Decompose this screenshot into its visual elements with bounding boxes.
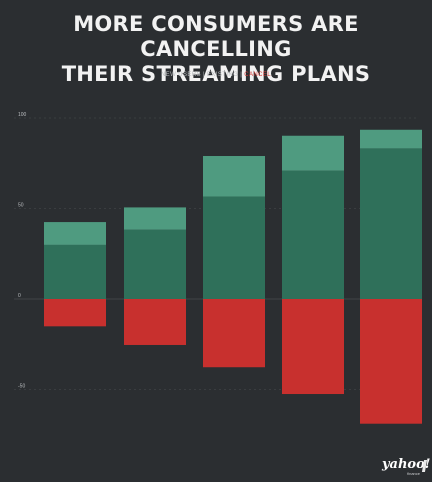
- bar-new-users-3: [282, 135, 344, 171]
- legend-new-existing: NEW USERS | EXISTING |: [160, 72, 245, 78]
- chart-title-line-2: THEIR STREAMING PLANS: [61, 62, 371, 86]
- bar-new-users-2: [203, 156, 265, 197]
- bar-existing-2: [203, 196, 265, 299]
- bar-cancel-0: [44, 299, 106, 327]
- bar-cancel-2: [203, 299, 265, 368]
- y-tick-label-1: 50: [18, 203, 24, 209]
- bar-existing-4: [360, 148, 422, 299]
- chart-title-line-1: MORE CONSUMERS ARE CANCELLING: [73, 12, 359, 61]
- bar-cancel-4: [360, 299, 422, 424]
- chart-legend: NEW USERS | EXISTING | CANCEL: [0, 72, 432, 78]
- bar-new-users-0: [44, 222, 106, 245]
- bar-existing-0: [44, 244, 106, 299]
- bar-new-users-1: [124, 207, 186, 230]
- brand-logo: yahoo! finance: [382, 457, 431, 478]
- y-tick-label-3: -50: [18, 384, 25, 390]
- chart-title: MORE CONSUMERS ARE CANCELLING THEIR STRE…: [0, 12, 432, 87]
- brand-name: yahoo!: [382, 457, 431, 472]
- bar-new-users-4: [360, 129, 422, 149]
- y-tick-label-0: 100: [18, 112, 27, 118]
- bar-existing-1: [124, 229, 186, 299]
- bar-existing-3: [282, 170, 344, 299]
- brand-sub: finance: [407, 471, 420, 476]
- y-tick-label-2: 0: [18, 293, 21, 299]
- bar-cancel-3: [282, 299, 344, 395]
- bar-cancel-1: [124, 299, 186, 345]
- legend-cancel: CANCEL: [244, 72, 272, 78]
